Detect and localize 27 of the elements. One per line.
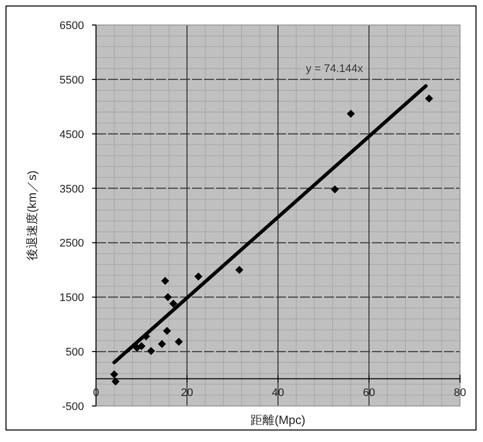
x-axis-title: 距離(Mpc): [250, 413, 306, 427]
y-axis-title: 後退速度(km／s): [25, 170, 39, 260]
point: [235, 266, 244, 274]
point: [138, 342, 146, 350]
point: [110, 370, 118, 378]
y-tick-label: 2500: [60, 238, 84, 250]
y-tick-label: 5500: [60, 74, 84, 86]
point: [330, 185, 339, 194]
point: [169, 300, 178, 308]
point: [174, 338, 183, 346]
point: [164, 293, 172, 302]
point: [161, 276, 170, 285]
y-tick-label: 500: [66, 346, 84, 359]
point: [425, 94, 434, 102]
point: [162, 326, 171, 335]
point: [194, 272, 202, 280]
point: [147, 347, 156, 356]
y-tick-label: 1500: [60, 292, 84, 304]
point: [112, 378, 120, 386]
point: [346, 110, 355, 118]
x-tick-label: 80: [454, 386, 466, 399]
y-tick-label: -500: [62, 401, 84, 413]
annotation: y = 74.144x: [306, 63, 364, 75]
point: [158, 340, 166, 348]
y-tick-label: 6500: [60, 20, 84, 32]
y-tick-label: 4500: [60, 128, 84, 141]
y-tick-label: 3500: [60, 183, 84, 196]
